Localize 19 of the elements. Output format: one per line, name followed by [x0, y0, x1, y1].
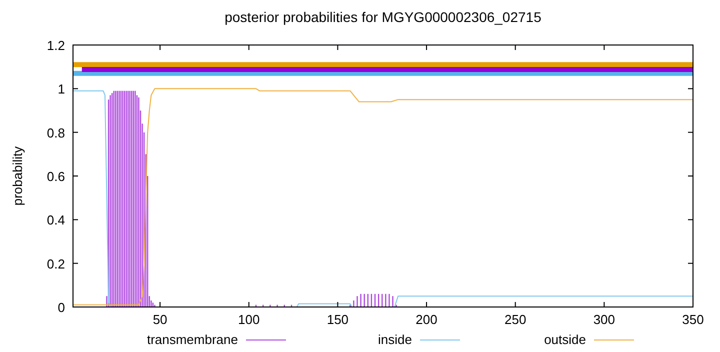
y-tick-label: 0.6 [46, 169, 65, 184]
x-tick-label: 150 [326, 312, 349, 327]
x-tick-label: 350 [682, 312, 704, 327]
legend-label: transmembrane [146, 332, 238, 347]
y-tick-label: 1 [58, 82, 65, 97]
x-tick-label: 100 [238, 312, 260, 327]
x-tick-label: 300 [593, 312, 616, 327]
x-tick-label: 250 [504, 312, 526, 327]
y-tick-label: 0.2 [46, 256, 65, 272]
legend-label: inside [378, 332, 412, 347]
y-tick-label: 0.4 [46, 212, 65, 228]
chart-title: posterior probabilities for MGYG000002306_02715 [224, 9, 542, 25]
legend-label: outside [544, 332, 586, 347]
x-tick-label: 200 [416, 312, 438, 327]
y-tick-label: 0 [58, 300, 65, 315]
y-tick-label: 0.8 [46, 125, 65, 140]
x-tick-label: 50 [152, 312, 168, 327]
y-tick-label: 1.2 [46, 38, 65, 53]
y-axis-title: probability [10, 146, 25, 206]
